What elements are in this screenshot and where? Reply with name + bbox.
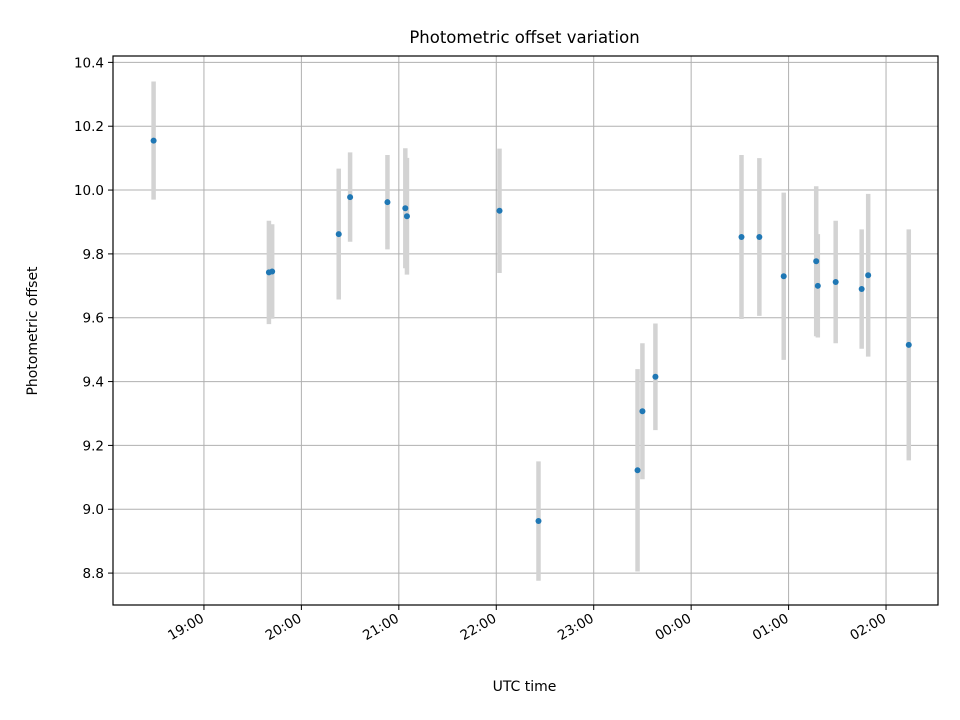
data-point [905,341,912,348]
data-point [639,408,646,415]
y-tick-label: 8.8 [83,566,104,582]
data-point [403,213,410,220]
x-tick-label: 22:00 [458,611,500,644]
x-tick-label: 01:00 [750,611,792,644]
data-point [335,231,342,238]
data-point [652,373,659,380]
y-tick-label: 10.0 [74,183,104,199]
data-point [780,273,787,280]
plot-frame [112,55,939,606]
y-tick-label: 9.8 [83,247,104,263]
data-point [814,282,821,289]
x-tick-label: 21:00 [360,611,402,644]
x-tick-label: 00:00 [652,611,694,644]
data-point [384,199,391,206]
x-axis-label: UTC time [493,679,557,695]
data-point [269,268,276,275]
grid [113,56,938,605]
x-tick-label: 20:00 [263,611,305,644]
data-point [150,137,157,144]
error-bars [151,81,912,581]
x-axis-ticks: 19:00 20:00 21:00 22:00 23:00 00:00 01:00 02:00 [165,605,889,644]
data-point [738,233,745,240]
y-axis-label: Photometric offset [25,266,41,396]
data-point [535,518,542,525]
data-point [756,233,763,240]
y-tick-label: 10.4 [74,55,104,71]
y-tick-label: 9.0 [83,502,104,518]
y-tick-label: 9.6 [83,311,104,327]
data-point [402,205,409,212]
x-tick-label: 23:00 [555,611,597,644]
y-tick-label: 9.2 [83,438,104,454]
data-points [150,137,912,525]
data-point [496,207,503,214]
y-tick-label: 10.2 [74,119,104,135]
y-tick-label: 9.4 [83,375,104,391]
data-point [858,286,865,293]
x-tick-label: 02:00 [847,611,889,644]
x-tick-label: 19:00 [165,611,207,644]
y-axis-ticks: 8.8 9.0 9.2 9.4 9.6 9.8 10.0 10.2 10.4 [74,55,113,582]
data-point [634,467,641,474]
chart-title: Photometric offset variation [409,28,639,47]
data-point [832,278,839,285]
data-point [347,194,354,201]
data-point [865,272,872,279]
data-point [813,258,820,265]
